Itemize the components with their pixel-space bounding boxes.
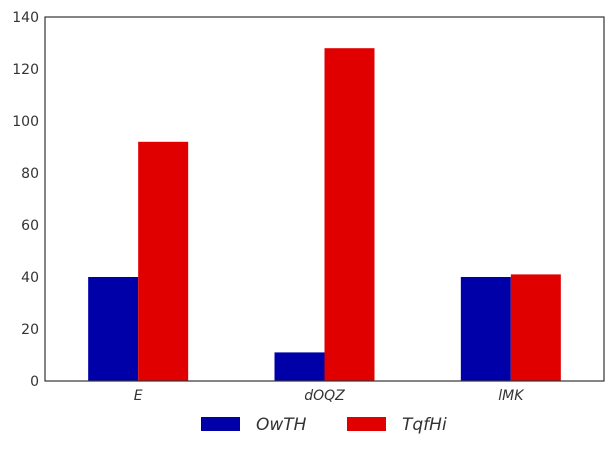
legend-label-OwTH: OwTH bbox=[256, 415, 307, 435]
y-tick-label: 40 bbox=[21, 270, 39, 286]
y-tick-label: 0 bbox=[30, 374, 39, 390]
legend-swatch-OwTH bbox=[201, 417, 240, 431]
legend: OwTH TqfHi bbox=[201, 415, 447, 435]
bar-OwTH-dOQZ bbox=[274, 352, 325, 381]
legend-label-TqfHi: TqfHi bbox=[402, 415, 447, 435]
y-tick-label: 100 bbox=[12, 114, 39, 130]
x-tick-label: E bbox=[134, 388, 143, 404]
y-axis: 0 20 40 60 80 100 120 140 bbox=[12, 10, 39, 390]
y-tick-label: 80 bbox=[21, 166, 39, 182]
bar-OwTH-E bbox=[88, 277, 139, 381]
x-tick-label: lMK bbox=[498, 388, 525, 404]
x-tick-label: dOQZ bbox=[304, 388, 345, 404]
bar-OwTH-lMK bbox=[460, 277, 511, 381]
legend-swatch-TqfHi bbox=[347, 417, 386, 431]
bar-TqfHi-E bbox=[138, 141, 189, 381]
y-tick-label: 140 bbox=[12, 10, 39, 26]
y-tick-label: 60 bbox=[21, 218, 39, 234]
bar-group bbox=[88, 48, 561, 381]
bar-TqfHi-lMK bbox=[510, 274, 561, 381]
y-tick-label: 120 bbox=[12, 62, 39, 78]
bar-TqfHi-dOQZ bbox=[324, 48, 375, 381]
plot-frame bbox=[44, 16, 605, 382]
y-tick-label: 20 bbox=[21, 322, 39, 338]
